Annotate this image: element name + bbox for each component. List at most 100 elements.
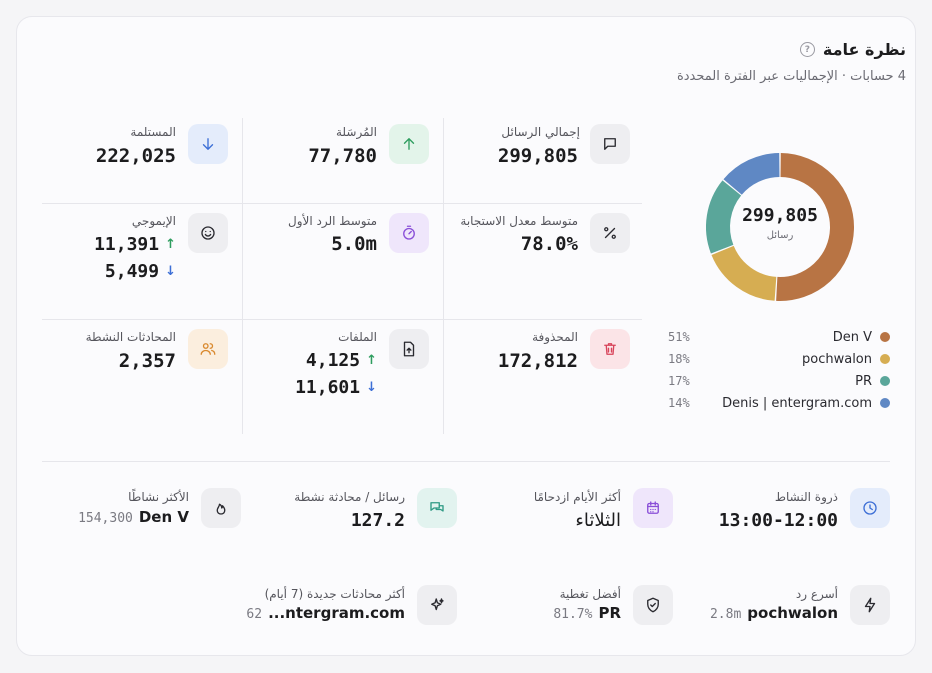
legend-dot bbox=[880, 354, 890, 364]
timer-icon bbox=[389, 213, 429, 253]
sent-value: 77,780 bbox=[308, 145, 377, 167]
best-coverage-name: PR bbox=[598, 604, 621, 622]
percent-icon bbox=[590, 213, 630, 253]
new-chats-name: ...ntergram.com bbox=[268, 604, 405, 622]
legend-item[interactable]: 14% Denis | entergram.com bbox=[668, 393, 890, 413]
peak-value: 13:00-12:00 bbox=[718, 510, 838, 531]
most-active-line: 154,300 Den V bbox=[78, 508, 189, 526]
legend-percent: 17% bbox=[668, 374, 690, 388]
calendar-icon bbox=[633, 488, 673, 528]
legend-percent: 51% bbox=[668, 330, 690, 344]
fastest-value: 2.8m bbox=[709, 607, 742, 622]
per-chat-value: 127.2 bbox=[350, 510, 405, 531]
legend-dot bbox=[880, 376, 890, 386]
trash-icon bbox=[590, 329, 630, 369]
legend-name: PR bbox=[855, 373, 872, 389]
peak-label: ذروة النشاط bbox=[774, 490, 838, 504]
new-chats-label: أكثر محادثات جديدة (7 أيام) bbox=[264, 587, 405, 601]
grid-divider bbox=[42, 203, 642, 204]
grid-divider bbox=[443, 118, 444, 434]
most-active-name: Den V bbox=[138, 508, 189, 526]
best-coverage-label: أفضل تغطية bbox=[559, 587, 621, 601]
files-up-value: 4,125 bbox=[305, 350, 361, 371]
flame-icon bbox=[201, 488, 241, 528]
per-chat-label: رسائل / محادثة نشطة bbox=[294, 490, 405, 504]
users-icon bbox=[188, 329, 228, 369]
donut-unit: رسائل bbox=[766, 230, 794, 241]
fastest-name: pochwalon bbox=[747, 604, 838, 622]
clock-icon bbox=[850, 488, 890, 528]
legend-dot bbox=[880, 398, 890, 408]
response-rate-value: 78.0% bbox=[520, 233, 578, 255]
overview-title: نظرة عامة ? bbox=[799, 40, 906, 59]
donut-segment-2[interactable] bbox=[706, 180, 742, 254]
donut-segment-1[interactable] bbox=[711, 245, 777, 301]
fastest-line: 2.8m pochwalon bbox=[710, 604, 838, 622]
trend-up-icon: ↑ bbox=[165, 237, 176, 252]
help-icon[interactable]: ? bbox=[799, 42, 815, 57]
deleted-value: 172,812 bbox=[497, 350, 578, 372]
legend-name: Denis | entergram.com bbox=[722, 395, 872, 411]
emoji-up-line: 11,391 ↑ bbox=[94, 234, 176, 255]
emoji-down-value: 5,499 bbox=[104, 261, 160, 282]
donut-segment-3[interactable] bbox=[723, 153, 781, 196]
received-value: 222,025 bbox=[95, 145, 176, 167]
donut-segment-0[interactable] bbox=[776, 153, 854, 301]
trend-up-icon: ↑ bbox=[366, 353, 377, 368]
total-messages-value: 299,805 bbox=[497, 145, 578, 167]
zap-icon bbox=[850, 585, 890, 625]
received-label: المستلمة bbox=[130, 125, 176, 139]
busiest-day-label: أكثر الأيام ازدحامًا bbox=[533, 490, 621, 504]
arrow-down-icon bbox=[188, 124, 228, 164]
deleted-label: المحذوفة bbox=[532, 330, 578, 344]
overview-subtitle: 4 حسابات · الإجماليات عبر الفترة المحددة bbox=[676, 69, 906, 84]
sparkles-icon bbox=[417, 585, 457, 625]
shield-icon bbox=[633, 585, 673, 625]
new-chats-value: 62 bbox=[246, 607, 263, 622]
smile-icon bbox=[188, 213, 228, 253]
donut-chart bbox=[706, 153, 854, 301]
new-chats-line: 62 ...ntergram.com bbox=[246, 604, 405, 622]
donut-total: 299,805 bbox=[742, 205, 818, 226]
message-icon bbox=[590, 124, 630, 164]
legend-dot bbox=[880, 332, 890, 342]
most-active-label: الأكثر نشاطًا bbox=[128, 490, 189, 504]
overview-card bbox=[16, 16, 916, 656]
file-upload-icon bbox=[389, 329, 429, 369]
most-active-value: 154,300 bbox=[78, 511, 133, 526]
grid-divider bbox=[42, 319, 642, 320]
total-messages-label: إجمالي الرسائل bbox=[501, 125, 580, 139]
legend-percent: 14% bbox=[668, 396, 690, 410]
sent-label: المُرسَلة bbox=[335, 125, 377, 139]
trend-down-icon: ↓ bbox=[366, 380, 377, 395]
title-text: نظرة عامة bbox=[822, 40, 906, 59]
files-down-line: 11,601 ↓ bbox=[295, 377, 377, 398]
legend-item[interactable]: 17% PR bbox=[668, 371, 890, 391]
legend-name: pochwalon bbox=[802, 351, 872, 367]
active-chats-label: المحادثات النشطة bbox=[85, 330, 176, 344]
arrow-up-icon bbox=[389, 124, 429, 164]
grid-divider bbox=[242, 118, 243, 434]
chat-bubbles-icon bbox=[417, 488, 457, 528]
fastest-label: أسرع رد bbox=[795, 587, 838, 601]
donut-center: 299,805 رسائل bbox=[705, 205, 855, 241]
legend-percent: 18% bbox=[668, 352, 690, 366]
active-chats-value: 2,357 bbox=[118, 350, 176, 372]
busiest-day-value: الثلاثاء bbox=[575, 510, 621, 531]
best-coverage-line: 81.7% PR bbox=[553, 604, 621, 622]
first-reply-label: متوسط الرد الأول bbox=[288, 214, 377, 228]
legend-item[interactable]: 51% Den V bbox=[668, 327, 890, 347]
first-reply-value: 5.0m bbox=[331, 233, 377, 255]
emoji-label: الإيموجي bbox=[131, 214, 176, 228]
legend-item[interactable]: 18% pochwalon bbox=[668, 349, 890, 369]
files-label: الملفات bbox=[338, 330, 377, 344]
emoji-up-value: 11,391 bbox=[94, 234, 160, 255]
emoji-down-line: 5,499 ↓ bbox=[105, 261, 176, 282]
files-down-value: 11,601 bbox=[295, 377, 361, 398]
response-rate-label: متوسط معدل الاستجابة bbox=[460, 214, 578, 228]
legend-name: Den V bbox=[832, 329, 872, 345]
files-up-line: 4,125 ↑ bbox=[306, 350, 377, 371]
trend-down-icon: ↓ bbox=[165, 264, 176, 279]
section-divider bbox=[42, 461, 890, 462]
best-coverage-value: 81.7% bbox=[553, 607, 593, 622]
